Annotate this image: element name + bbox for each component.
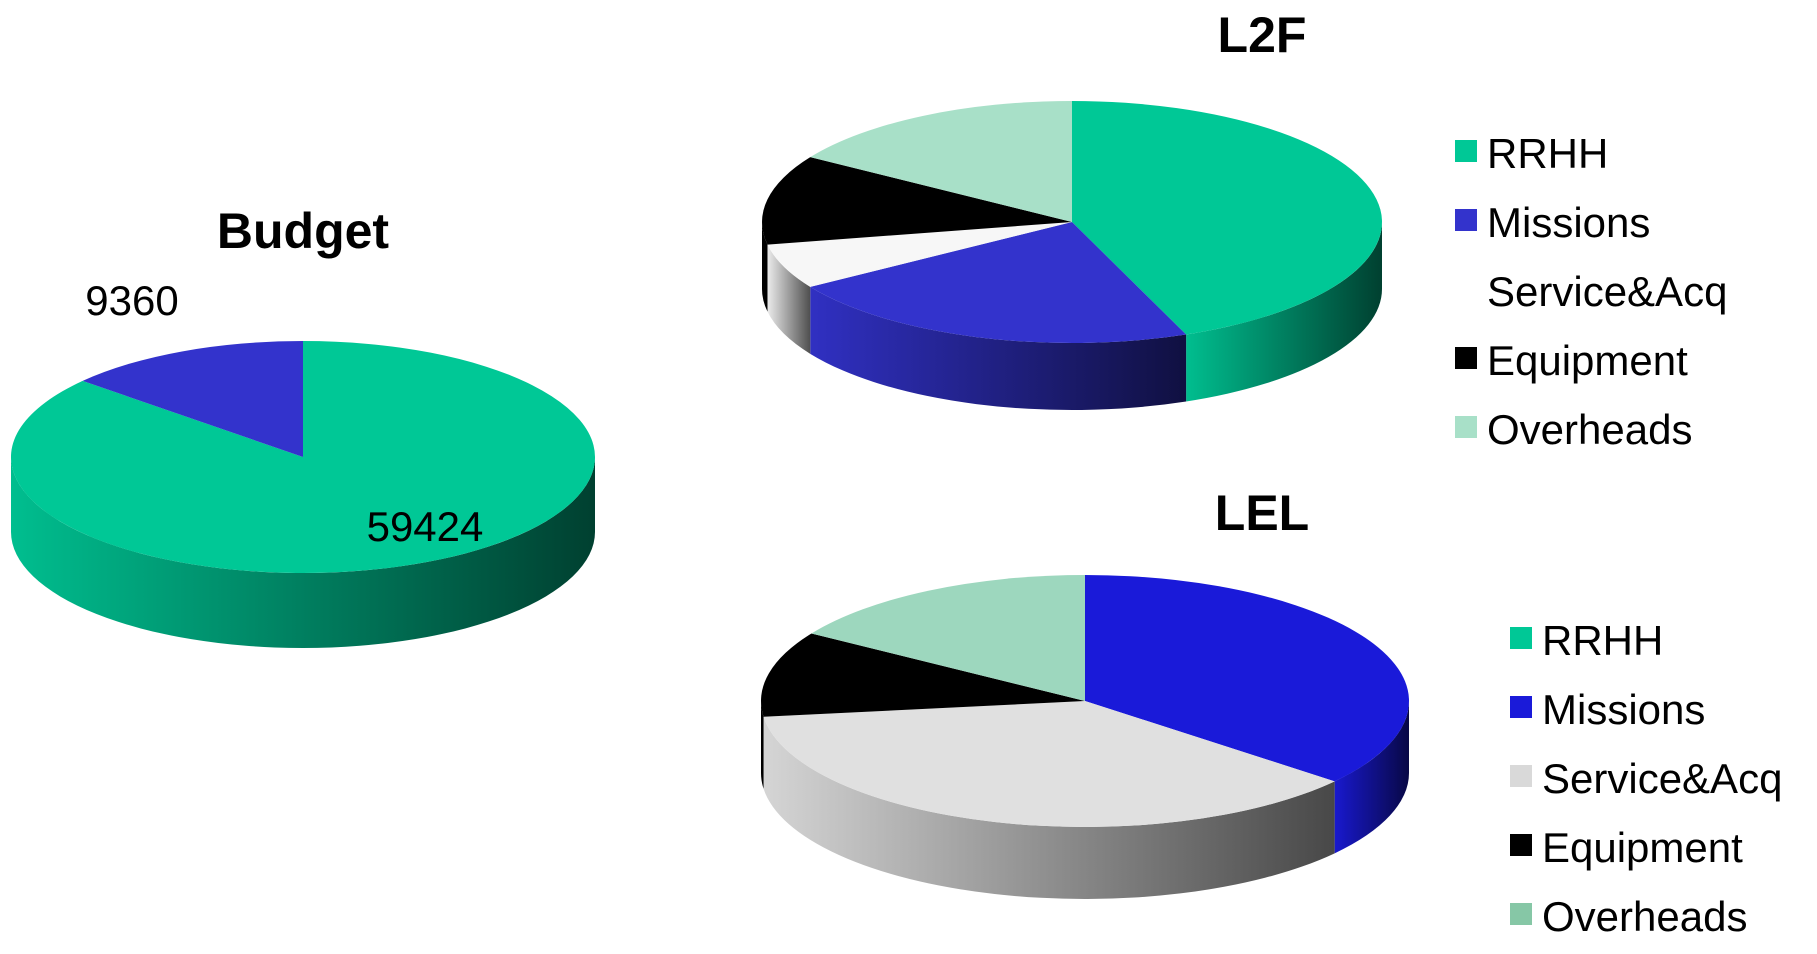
l2f-legend-label-equipment: Equipment [1487,337,1688,384]
lel-legend-label-overheads: Overheads [1542,893,1747,940]
l2f-slice-overheads [810,101,1072,222]
budget-pie-chart [10,341,596,648]
budget-side-rrhh [11,457,595,648]
lel-side-equipment [761,701,764,789]
l2f-legend-label-service-acq: Service&Acq [1487,268,1727,315]
lel-legend-swatch-missions [1510,696,1532,718]
budget-slice-missions [82,341,303,457]
l2f-side-equipment [762,222,768,312]
lel-slice-overheads [811,575,1085,701]
lel-slice-service-acq [763,701,1335,828]
lel-legend-swatch-service-acq [1510,765,1532,787]
budget-slice-rrhh [10,341,596,573]
l2f-legend-swatch-service-acq [1455,278,1477,300]
l2f-side-service-acq [767,244,811,354]
lel-legend-swatch-equipment [1510,834,1532,856]
l2f-legend: RRHH Missions Service&Acq Equipment Overhead… [1455,130,1727,453]
lel-slice-missions [1085,575,1409,782]
lel-legend-swatch-rrhh [1510,627,1532,649]
l2f-slice-equipment [762,157,1072,245]
l2f-legend-swatch-overheads [1455,416,1477,438]
lel-side-service-acq [763,716,1335,900]
l2f-legend-swatch-rrhh [1455,140,1477,162]
lel-legend-label-equipment: Equipment [1542,824,1743,871]
l2f-legend-swatch-missions [1455,209,1477,231]
l2f-legend-label-overheads: Overheads [1487,406,1692,453]
lel-legend-label-rrhh: RRHH [1542,617,1663,664]
lel-pie-chart [760,575,1409,900]
l2f-pie-chart [762,101,1383,410]
lel-legend: RRHH Missions Service&Acq Equipment Overhead… [1510,617,1782,940]
l2f-side-rrhh [1186,222,1382,402]
l2f-chart-title: L2F [1218,7,1307,63]
l2f-slice-missions [810,222,1187,343]
budget-chart-title: Budget [217,203,390,259]
l2f-legend-label-rrhh: RRHH [1487,130,1608,177]
l2f-legend-swatch-equipment [1455,347,1477,369]
l2f-slice-service-acq [767,222,1072,287]
l2f-slice-rrhh [1072,101,1383,335]
lel-side-missions [1334,701,1409,854]
budget-label-missions: 9360 [85,277,178,324]
lel-legend-label-service-acq: Service&Acq [1542,755,1782,802]
lel-slice-equipment [760,633,1085,717]
budget-label-rrhh: 59424 [367,503,484,550]
lel-legend-label-missions: Missions [1542,686,1705,733]
l2f-legend-label-missions: Missions [1487,199,1650,246]
l2f-side-missions [810,286,1187,410]
lel-chart-title: LEL [1215,485,1309,541]
lel-legend-swatch-overheads [1510,903,1532,925]
